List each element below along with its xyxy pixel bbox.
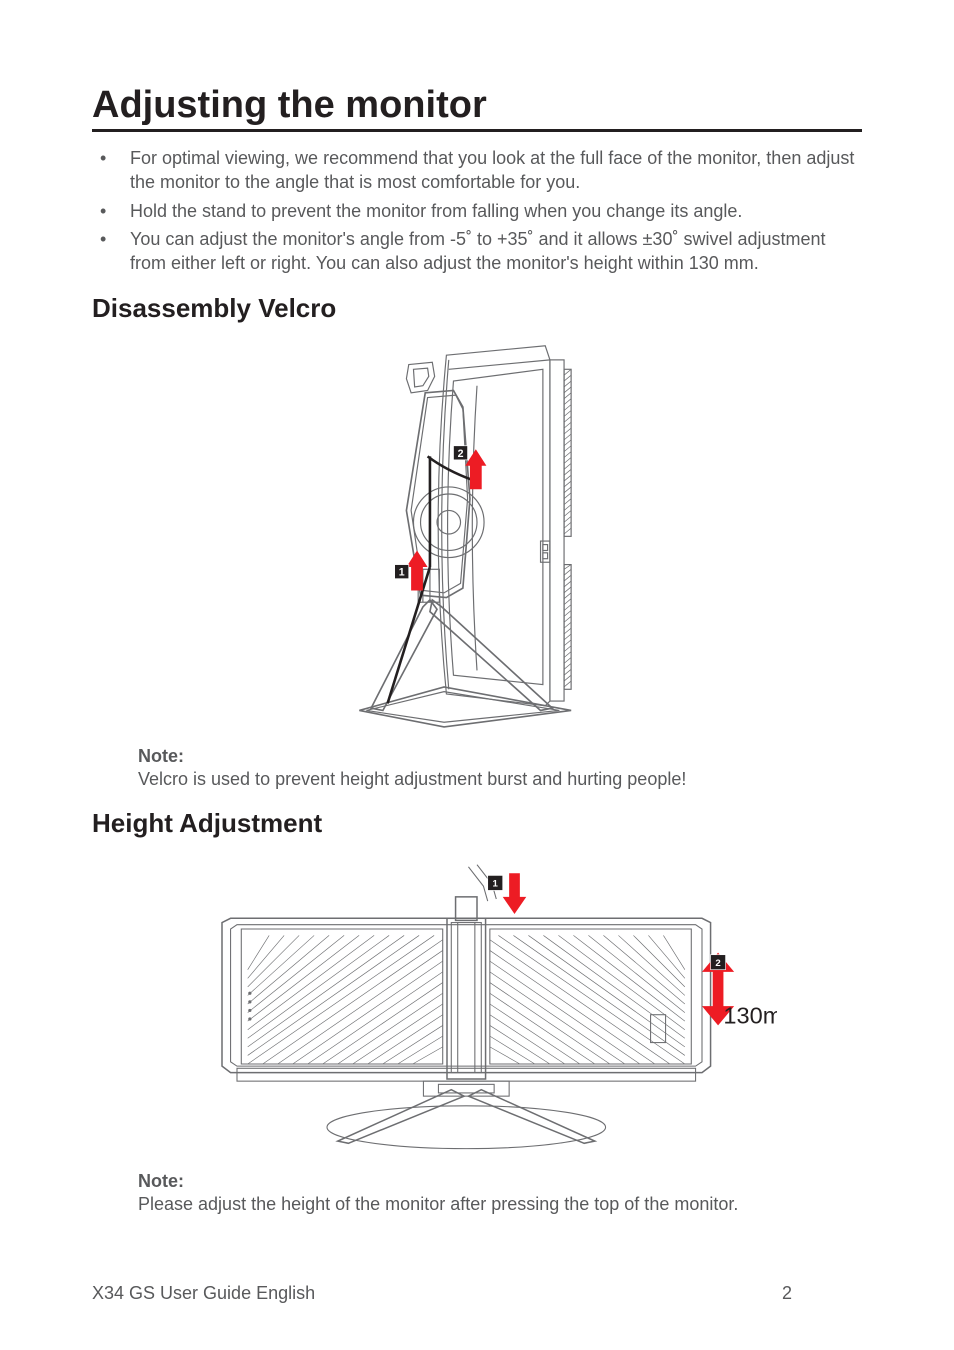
note-label-2: Note: [138,1171,862,1192]
diagram1-badge-1: 1 [399,567,405,579]
bullet-item: Hold the stand to prevent the monitor fr… [130,199,862,223]
bullet-item: You can adjust the monitor's angle from … [130,227,862,276]
diagram-disassembly-velcro: 1 2 [92,334,862,734]
diagram1-badge-2: 2 [458,448,464,460]
section-heading-disassembly: Disassembly Velcro [92,293,862,324]
page-title: Adjusting the monitor [92,84,862,132]
section-heading-height: Height Adjustment [92,808,862,839]
note-text-2: Please adjust the height of the monitor … [138,1192,862,1216]
bullet-list: For optimal viewing, we recommend that y… [92,146,862,275]
note-label-1: Note: [138,746,862,767]
diagram-height-adjustment: 1 2 130mm [92,849,862,1159]
diagram2-badge-2: 2 [715,958,720,969]
note-block-2: Note: Please adjust the height of the mo… [92,1171,862,1216]
footer-guide-name: X34 GS User Guide English [92,1283,762,1304]
footer-page-number: 2 [762,1283,862,1304]
page-footer: X34 GS User Guide English 2 [92,1283,862,1304]
note-block-1: Note: Velcro is used to prevent height a… [92,746,862,791]
diagram2-badge-1: 1 [493,878,499,889]
note-text-1: Velcro is used to prevent height adjustm… [138,767,862,791]
bullet-item: For optimal viewing, we recommend that y… [130,146,862,195]
height-spec-label: 130mm [723,1002,777,1028]
